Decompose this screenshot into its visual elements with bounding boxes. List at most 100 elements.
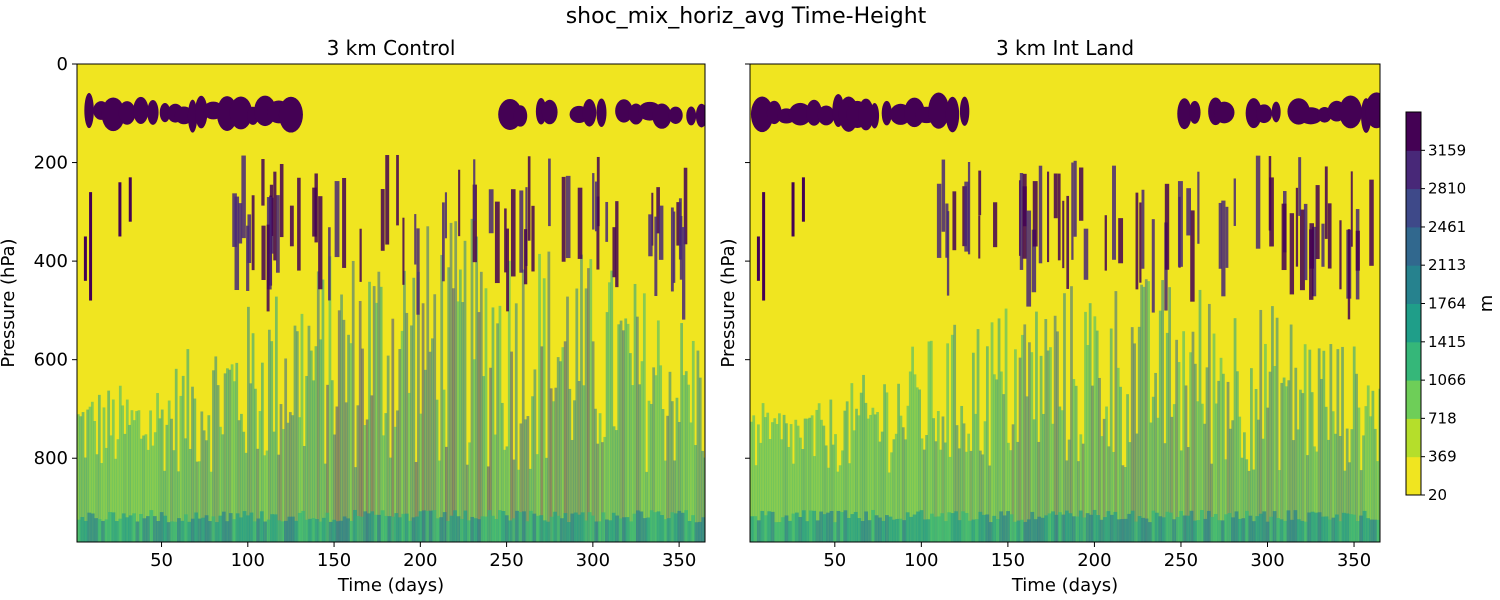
heatmap-cell [340,294,343,542]
heatmap-cell [111,399,115,542]
heatmap-cell [147,99,159,125]
heatmap-cell [251,195,255,271]
heatmap-cell [1205,367,1209,542]
heatmap-cell [668,106,683,124]
heatmap-cell [680,323,683,542]
colorbar-tick-label: 2810 [1428,180,1466,198]
heatmap-cell [582,385,586,542]
heatmap-cell [449,515,454,542]
heatmap-cell [580,512,585,542]
heatmap-cell [686,106,697,126]
heatmap-cell [1118,218,1124,264]
heatmap-cell [79,416,83,542]
heatmap-cell [547,251,551,542]
heatmap-cell [622,330,625,542]
heatmap-cell [89,192,93,301]
heatmap-cell [1168,512,1173,542]
panel-title: 3 km Control [327,36,456,60]
heatmap-cell [770,511,775,542]
heatmap-cell [273,514,278,542]
heatmap-cell [1331,517,1336,542]
heatmap-cell [1134,521,1139,542]
heatmap-cell [1245,510,1249,542]
heatmap-cell [225,521,230,542]
heatmap-cell [819,511,824,542]
heatmap-cell [201,517,206,542]
heatmap-cell [1019,172,1024,270]
heatmap-cell [701,517,705,542]
heatmap-cell [344,402,348,542]
heatmap-cell [1350,171,1353,247]
heatmap-cell [1112,165,1116,260]
heatmap-cell [761,403,765,542]
heatmap-cell [273,171,277,261]
heatmap-cell [180,520,185,542]
heatmap-cell [385,155,390,245]
heatmap-cell [646,517,651,542]
heatmap-cell [923,519,927,542]
heatmap-cell [1268,371,1272,542]
heatmap-cell [1293,510,1298,542]
heatmap-cell [1071,516,1076,542]
heatmap-cell [297,512,302,542]
heatmap-cell [1240,457,1244,542]
heatmap-cell [1217,380,1221,542]
heatmap-cell [648,214,653,257]
heatmap-cell [1099,519,1104,542]
heatmap-cell [1259,309,1263,542]
heatmap-cell [361,348,364,542]
heatmap-cell [444,192,447,239]
heatmap-cell [486,466,490,542]
heatmap-cell [1032,419,1036,542]
heatmap-cell [852,430,856,542]
heatmap-cell [384,413,388,542]
heatmap-cell [568,388,572,542]
heatmap-cell [1051,423,1055,542]
heatmap-cell [1210,463,1214,542]
heatmap-cell [687,520,692,542]
heatmap-cell [594,181,598,232]
heatmap-cell [611,512,616,542]
heatmap-cell [631,385,635,542]
heatmap-cell [763,515,768,542]
heatmap-cell [876,412,879,542]
heatmap-cell [242,431,246,542]
heatmap-cell [83,520,88,542]
heatmap-cell [808,417,812,542]
heatmap-cell [545,457,548,542]
heatmap-cell [915,387,919,542]
heatmap-cell [266,519,271,542]
heatmap-cell [1083,228,1089,280]
heatmap-cell [279,163,284,238]
heatmap-cell [1327,203,1332,269]
heatmap-cell [389,457,392,542]
heatmap-cell [319,339,322,542]
heatmap-cell [435,399,439,542]
heatmap-cell [184,438,187,542]
heatmap-cell [339,520,344,542]
heatmap-cell [410,325,413,542]
heatmap-cell [853,511,858,542]
heatmap-cell [1321,223,1325,267]
colorbar-swatch [1406,380,1421,419]
heatmap-cell [673,460,677,542]
heatmap-cell [1329,344,1333,542]
heatmap-cell [906,405,910,542]
heatmap-cell [612,227,616,278]
heatmap-cell [1016,441,1020,542]
heatmap-cell [318,196,323,290]
heatmap-cell [1018,357,1022,542]
heatmap-cell [424,369,427,542]
heatmap-cell [1002,394,1006,542]
heatmap-cell [275,195,280,273]
heatmap-cell [1046,350,1050,542]
heatmap-cell [1186,188,1192,236]
heatmap-cell [1328,519,1332,542]
y-axis-label: Pressure (hPa) [718,238,739,367]
heatmap-cell [788,102,812,126]
heatmap-cell [228,369,232,542]
heatmap-cell [985,514,990,542]
heatmap-cell [407,392,411,542]
heatmap-cell [822,425,826,542]
heatmap-cell [1228,428,1232,542]
